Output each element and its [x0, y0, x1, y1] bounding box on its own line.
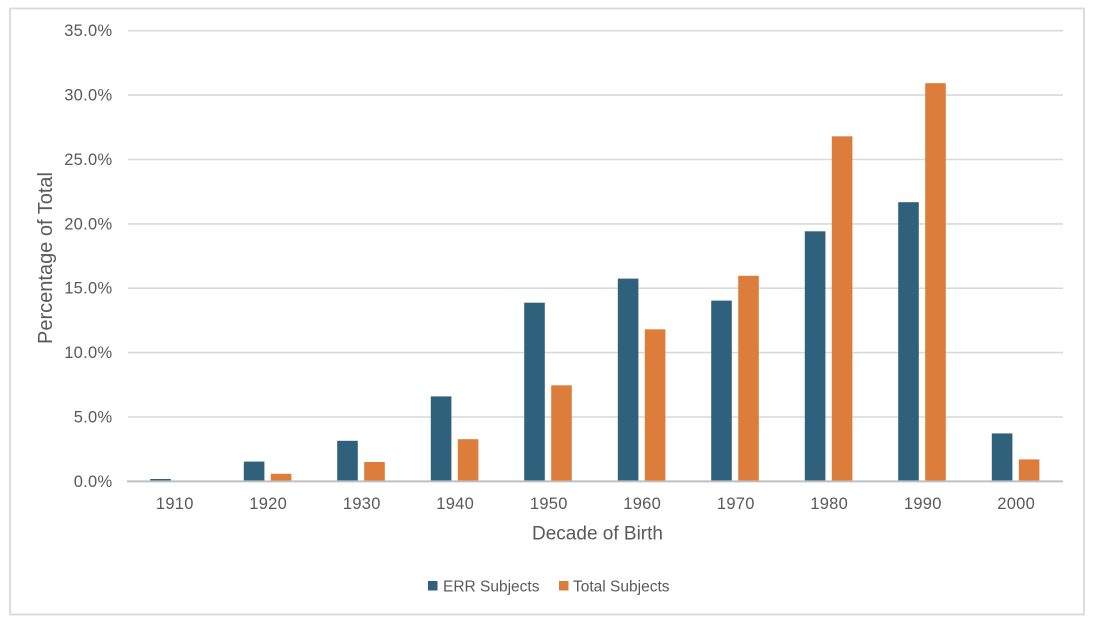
svg-text:Decade of Birth: Decade of Birth [532, 524, 663, 545]
svg-text:Percentage of Total: Percentage of Total [35, 172, 57, 344]
svg-text:35.0%: 35.0% [64, 22, 112, 40]
svg-text:ERR Subjects: ERR Subjects [443, 579, 540, 596]
svg-text:1980: 1980 [810, 495, 848, 513]
svg-text:20.0%: 20.0% [64, 215, 112, 233]
svg-text:1910: 1910 [156, 495, 194, 513]
svg-text:1940: 1940 [436, 495, 474, 513]
svg-text:Total Subjects: Total Subjects [573, 579, 670, 596]
svg-text:1960: 1960 [623, 495, 661, 513]
svg-text:1950: 1950 [530, 495, 568, 513]
svg-text:1920: 1920 [249, 495, 287, 513]
svg-text:2000: 2000 [997, 495, 1035, 513]
svg-text:0.0%: 0.0% [74, 473, 113, 491]
svg-text:15.0%: 15.0% [64, 280, 112, 298]
svg-text:1930: 1930 [343, 495, 381, 513]
svg-text:30.0%: 30.0% [64, 87, 112, 105]
svg-text:1990: 1990 [904, 495, 942, 513]
svg-text:25.0%: 25.0% [64, 151, 112, 169]
svg-text:10.0%: 10.0% [64, 344, 112, 362]
svg-text:5.0%: 5.0% [74, 409, 113, 427]
svg-text:1970: 1970 [717, 495, 755, 513]
